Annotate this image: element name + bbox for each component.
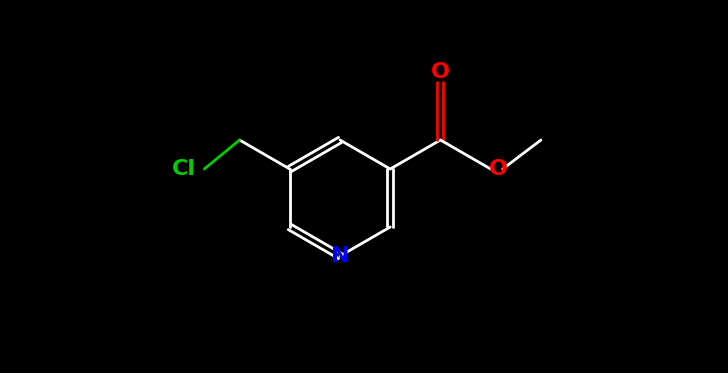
Text: O: O xyxy=(489,159,508,179)
Text: Cl: Cl xyxy=(173,159,197,179)
Text: N: N xyxy=(331,246,349,266)
Text: O: O xyxy=(431,62,450,82)
